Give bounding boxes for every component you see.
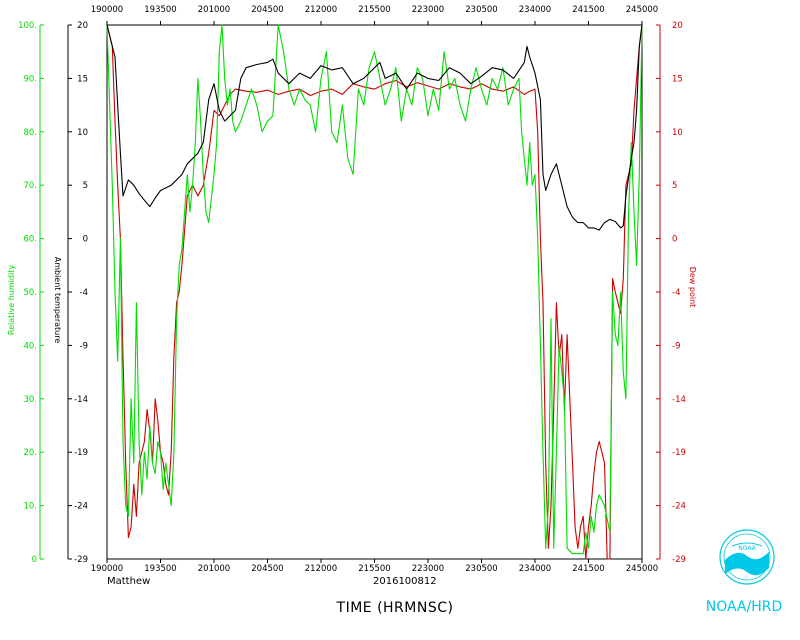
rh-tick-label: 100. (18, 21, 37, 31)
axis-layer: 0 10. 20. 30. 40. 50. 60. 70. 80. 90. 100. -29 -24 -1… (18, 5, 686, 574)
x-tick-label-top: 204500 (251, 5, 283, 15)
dew-tick-label: -24 (672, 502, 686, 512)
series-line-rh (106, 24, 643, 555)
x-tick-label-top: 245000 (626, 5, 658, 15)
x-tick-label-bottom: 223000 (412, 564, 444, 574)
plot-frame (106, 24, 643, 560)
x-tick-label-bottom: 230500 (465, 564, 497, 574)
rh-tick-label: 40. (23, 341, 37, 351)
rh-tick-label: 0 (32, 555, 37, 565)
dew-tick-label: -4 (672, 288, 680, 298)
temp-tick-label: 10 (77, 128, 88, 138)
logo-text: NOAA (738, 545, 756, 552)
x-tick-label-top: 215500 (358, 5, 390, 15)
dew-tick-label: 5 (672, 181, 677, 191)
rh-tick-label: 10. (23, 502, 37, 512)
org-label: NOAA/HRD (706, 599, 783, 615)
dew-tick-label: -19 (672, 448, 686, 458)
x-tick-label-bottom: 193500 (144, 564, 176, 574)
dew-tick-label: 10 (672, 128, 683, 138)
dew-tick-label: 15 (672, 74, 683, 84)
x-tick-label-bottom: 215500 (358, 564, 390, 574)
x-tick-label-top: 230500 (465, 5, 497, 15)
x-tick-label-bottom: 245000 (626, 564, 658, 574)
series-line-temp (106, 24, 643, 231)
temp-tick-label: 20 (77, 21, 88, 31)
x-tick-label-top: 241500 (572, 5, 604, 15)
dew-tick-label: 0 (672, 235, 677, 245)
rh-tick-label: 70. (23, 181, 37, 191)
temp-tick-label: 0 (83, 235, 88, 245)
x-tick-label-bottom: 190000 (91, 564, 123, 574)
series-line-dew (106, 24, 643, 560)
x-tick-label-top: 212000 (305, 5, 337, 15)
temp-tick-label: -24 (74, 502, 88, 512)
temp-tick-label: -4 (80, 288, 88, 298)
rh-tick-label: 90. (23, 74, 37, 84)
temp-tick-label: 15 (77, 74, 88, 84)
dew-tick-label: -29 (672, 555, 686, 565)
temp-axis-title: Ambient temperature (53, 257, 62, 344)
temp-tick-label: -9 (80, 341, 88, 351)
rh-tick-label: 20. (23, 448, 37, 458)
temp-tick-label: -19 (74, 448, 88, 458)
x-tick-label-bottom: 234000 (519, 564, 551, 574)
rh-tick-label: 30. (23, 395, 37, 405)
temp-tick-label: -14 (74, 395, 88, 405)
noaa-logo: NOAA (719, 529, 775, 585)
x-tick-label-bottom: 204500 (251, 564, 283, 574)
x-tick-label-top: 234000 (519, 5, 551, 15)
dew-tick-label: 20 (672, 21, 683, 31)
x-tick-label-top: 190000 (91, 5, 123, 15)
rh-tick-label: 50. (23, 288, 37, 298)
rh-axis-title: Relative humidity (7, 265, 16, 335)
dew-tick-label: -14 (672, 395, 686, 405)
x-tick-label-bottom: 241500 (572, 564, 604, 574)
x-tick-label-top: 193500 (144, 5, 176, 15)
x-tick-label-top: 201000 (198, 5, 230, 15)
storm-name-label: Matthew (107, 576, 150, 587)
temp-tick-label: 5 (83, 181, 88, 191)
x-tick-label-top: 223000 (412, 5, 444, 15)
rh-tick-label: 60. (23, 235, 37, 245)
x-tick-label-bottom: 201000 (198, 564, 230, 574)
series-layer (106, 24, 643, 560)
rh-tick-label: 80. (23, 128, 37, 138)
x-tick-label-bottom: 212000 (305, 564, 337, 574)
temp-tick-label: -29 (74, 555, 88, 565)
x-axis-title: TIME (HRMNSC) (336, 600, 454, 616)
dew-axis-title: Dew point (688, 267, 697, 308)
date-code-label: 2016100812 (373, 576, 437, 587)
dew-tick-label: -9 (672, 341, 680, 351)
